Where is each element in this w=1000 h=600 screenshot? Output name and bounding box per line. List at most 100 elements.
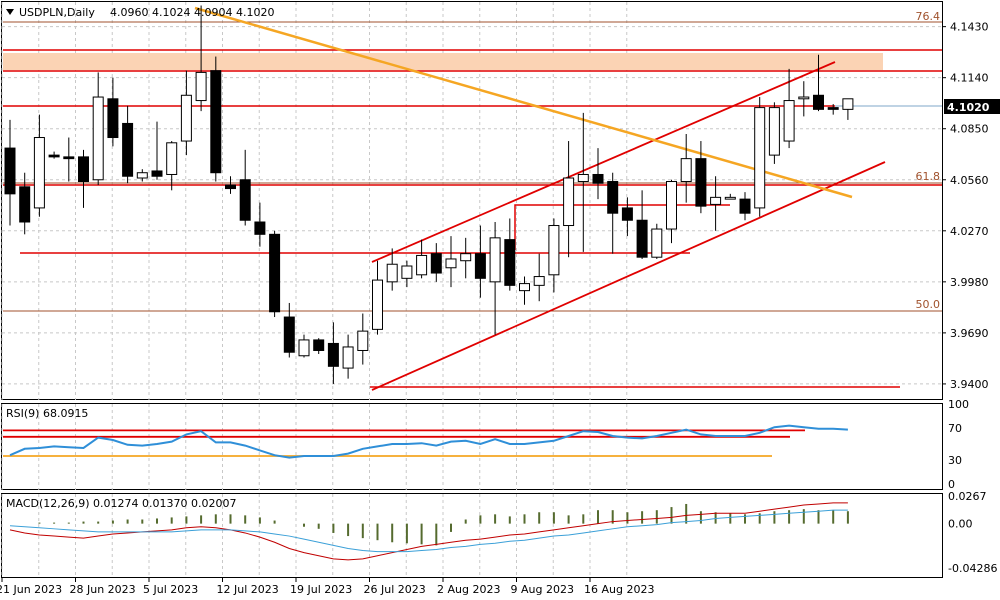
candle-body-up [754, 107, 766, 209]
candle [695, 141, 707, 214]
candle [416, 239, 428, 279]
candle [19, 172, 31, 235]
candle [136, 169, 148, 182]
candle [313, 338, 325, 354]
candle-body-up [666, 181, 677, 230]
candle [827, 104, 839, 115]
candle-body-up [548, 225, 560, 276]
candle [548, 218, 560, 293]
macd-tick-label: 0.00 [948, 518, 973, 531]
price-axis: 4.1430 4.1140 4.0850 4.0560 4.0270 3.9980 3.96… [942, 21, 989, 391]
candle [92, 72, 104, 186]
candle-body-down [695, 158, 707, 207]
candle-body-down [621, 207, 633, 221]
date-tick-label: 12 Jul 2023 [217, 583, 279, 596]
candle [813, 54, 824, 112]
date-tick-label: 2 Aug 2023 [437, 583, 500, 596]
candle-body-up [651, 228, 663, 258]
candle-body-up [166, 142, 178, 175]
candle-body-down [430, 253, 442, 274]
candle [563, 141, 575, 258]
candle-body-up [386, 263, 398, 283]
candle-body-down [504, 239, 516, 286]
candle-body-up [357, 330, 369, 351]
ohlc-values: 4.0960 4.1024 4.0904 4.1020 [110, 6, 274, 19]
macd-tick-label: 0.0267 [948, 490, 987, 503]
price-tick-label: 3.9690 [950, 327, 989, 340]
candle-body-up [710, 196, 722, 205]
candle [166, 141, 178, 191]
candle [386, 248, 398, 291]
candle [460, 237, 472, 279]
price-tick-label: 3.9400 [950, 378, 989, 391]
candle [621, 197, 633, 237]
price-tick-label: 4.0270 [950, 225, 989, 238]
candle [122, 105, 134, 184]
candle [298, 334, 310, 358]
date-tick-label: 26 Jul 2023 [364, 583, 426, 596]
candle [283, 302, 295, 358]
candle [445, 236, 457, 288]
rsi-tick-label: 0 [948, 478, 955, 491]
candle [519, 276, 530, 305]
candle-body-up [33, 137, 45, 209]
candle [195, 5, 207, 112]
rsi-title: RSI(9) 68.0915 [6, 407, 88, 420]
price-tick-label: 4.0560 [950, 174, 989, 187]
candle [4, 119, 16, 226]
date-tick-label: 21 Jun 2023 [0, 583, 62, 596]
date-tick-label: 16 Aug 2023 [584, 583, 654, 596]
candle [254, 202, 266, 247]
candle-body-down [636, 219, 648, 258]
candle-body-up [401, 265, 413, 279]
candle-body-down [78, 156, 89, 183]
fib-label-76-4: 76.4 [916, 10, 941, 23]
range-box-line [514, 204, 730, 250]
candle-body-up [768, 107, 780, 156]
candle-body-down [254, 221, 266, 235]
dropdown-triangle-icon[interactable] [6, 9, 14, 15]
candle-body-up [342, 346, 354, 369]
candle-body-up [533, 276, 545, 286]
candle-body-down [592, 173, 604, 184]
current-price-label: 4.1020 [947, 101, 990, 114]
candle [724, 193, 736, 200]
candle-body-down [607, 181, 619, 214]
candle [842, 98, 854, 120]
candle [489, 222, 501, 335]
candle-body-down [225, 184, 236, 190]
candle [680, 134, 692, 203]
candle-body-down [4, 147, 16, 195]
candle [180, 70, 192, 156]
price-tick-label: 4.1140 [950, 72, 989, 85]
candle-body-up [92, 96, 104, 181]
candle-body-up [724, 196, 736, 200]
date-axis: 21 Jun 2023 28 Jun 2023 5 Jul 2023 12 Jul 2… [0, 578, 654, 596]
candle [474, 225, 486, 298]
current-price-tag: 4.1020 [944, 99, 1000, 114]
candle [798, 81, 810, 117]
candle-body-down [827, 107, 839, 110]
candle [636, 190, 648, 259]
macd-signal-line [9, 509, 848, 553]
candle-body-up [783, 100, 795, 142]
candle-body-up [416, 254, 428, 276]
candle-body-down [739, 198, 751, 214]
candle-body-up [180, 94, 192, 142]
channel-lower-line [371, 161, 886, 391]
candle [607, 172, 619, 254]
macd-panel: MACD(12,26,9) 0.01274 0.01370 0.02007 0.… [6, 490, 997, 575]
chart-overlays [3, 6, 942, 391]
candlestick-series [4, 5, 854, 384]
candle [754, 97, 766, 217]
candle-body-up [195, 71, 207, 102]
candle-body-down [19, 186, 31, 223]
candle [533, 253, 545, 302]
candle-body-down [313, 339, 325, 351]
macd-panel-frame [1, 493, 943, 578]
downtrend-line [194, 6, 853, 199]
rsi-panel: RSI(9) 68.0915 100 70 30 0 [3, 398, 969, 491]
price-tick-label: 3.9980 [950, 276, 989, 289]
candle-body-down [63, 156, 75, 160]
candle [783, 68, 795, 149]
